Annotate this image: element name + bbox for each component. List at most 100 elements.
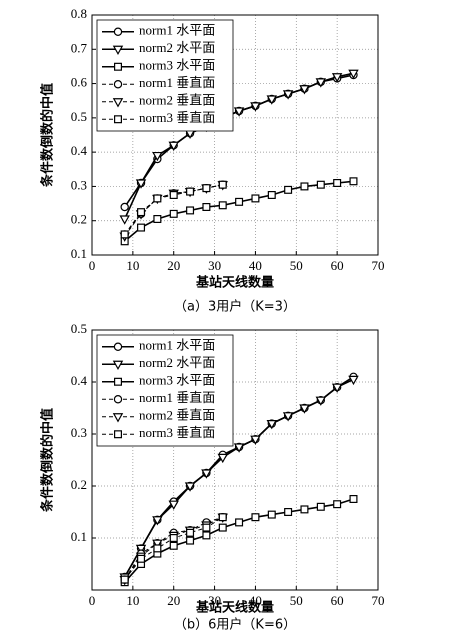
marker — [112, 45, 124, 55]
caption: （a）3用户（K=3） — [174, 299, 296, 315]
marker — [169, 209, 178, 218]
x-tick-label: 0 — [89, 593, 96, 608]
marker — [152, 151, 163, 162]
marker — [186, 206, 195, 215]
y-tick-label: 0.5 — [71, 321, 87, 336]
legend-box — [96, 19, 234, 132]
marker — [233, 443, 245, 453]
marker — [202, 523, 211, 532]
marker — [113, 27, 123, 36]
y-tick-label: 0.4 — [71, 143, 88, 158]
marker — [348, 375, 359, 386]
marker — [267, 510, 276, 519]
marker — [250, 435, 261, 445]
plot-frame — [91, 329, 379, 591]
marker — [112, 413, 124, 423]
marker — [186, 187, 195, 196]
x-axis-label: 基站天线数量 — [195, 275, 274, 291]
marker — [113, 395, 123, 404]
marker — [120, 575, 129, 584]
marker — [137, 223, 146, 232]
series-line — [124, 180, 354, 242]
marker — [112, 360, 124, 370]
marker — [201, 469, 212, 479]
legend-label: norm1 垂直面 — [139, 75, 215, 90]
marker — [152, 516, 163, 526]
marker — [135, 179, 147, 189]
legend-label: norm3 垂直面 — [139, 110, 215, 125]
y-tick-label: 0.1 — [71, 529, 87, 544]
legend-label: norm3 水平面 — [139, 58, 215, 73]
x-tick-label: 50 — [290, 258, 303, 273]
marker — [169, 541, 178, 550]
marker — [113, 430, 122, 439]
y-tick-label: 0.4 — [71, 373, 88, 388]
x-tick-label: 10 — [126, 593, 139, 608]
marker — [202, 531, 211, 540]
marker — [250, 102, 261, 112]
marker — [299, 85, 310, 95]
marker — [300, 182, 309, 191]
x-tick-label: 40 — [249, 593, 262, 608]
marker — [299, 404, 310, 414]
marker — [315, 78, 327, 88]
marker — [282, 412, 294, 422]
x-axis-label: 基站天线数量 — [195, 600, 274, 616]
marker — [218, 513, 227, 522]
marker — [235, 518, 244, 527]
marker — [135, 544, 147, 555]
y-tick-label: 0.2 — [71, 477, 87, 492]
legend-label: norm1 垂直面 — [139, 390, 215, 405]
y-tick-label: 0.3 — [71, 425, 87, 440]
legend-label: norm2 垂直面 — [139, 408, 215, 423]
marker — [349, 177, 358, 186]
marker — [218, 201, 227, 210]
marker — [315, 396, 327, 406]
legend-label: norm2 垂直面 — [139, 93, 215, 108]
legend-label: norm3 垂直面 — [139, 425, 215, 440]
y-tick-label: 0.6 — [71, 75, 88, 90]
marker — [168, 500, 179, 510]
marker — [331, 383, 343, 393]
marker — [233, 107, 245, 117]
marker — [113, 80, 123, 89]
marker — [113, 342, 123, 351]
plot-frame — [91, 14, 379, 256]
marker — [152, 539, 163, 549]
marker — [282, 90, 294, 100]
marker — [316, 180, 325, 189]
marker — [184, 482, 196, 492]
x-tick-label: 50 — [290, 593, 303, 608]
y-tick-label: 0.5 — [71, 109, 87, 124]
marker — [316, 502, 325, 511]
marker — [169, 191, 178, 200]
x-tick-label: 20 — [167, 593, 180, 608]
marker — [113, 62, 122, 71]
marker — [153, 194, 162, 203]
marker — [331, 73, 343, 83]
marker — [112, 98, 124, 108]
marker — [349, 495, 358, 504]
x-tick-label: 60 — [331, 258, 344, 273]
y-tick-label: 0.1 — [71, 246, 87, 261]
marker — [235, 197, 244, 206]
marker — [251, 513, 260, 522]
y-tick-label: 0.7 — [71, 40, 88, 55]
x-tick-label: 20 — [167, 258, 180, 273]
x-tick-label: 10 — [126, 258, 139, 273]
marker — [137, 554, 146, 563]
y-tick-label: 0.3 — [71, 177, 87, 192]
marker — [113, 115, 122, 124]
y-tick-label: 0.8 — [71, 6, 87, 21]
marker — [284, 185, 293, 194]
marker — [218, 180, 227, 189]
marker — [186, 528, 195, 537]
marker — [266, 95, 277, 105]
marker — [333, 179, 342, 188]
x-tick-label: 30 — [208, 258, 221, 273]
legend-label: norm3 水平面 — [139, 373, 215, 388]
marker — [202, 184, 211, 193]
marker — [348, 69, 359, 80]
y-tick-label: 0.2 — [71, 212, 87, 227]
